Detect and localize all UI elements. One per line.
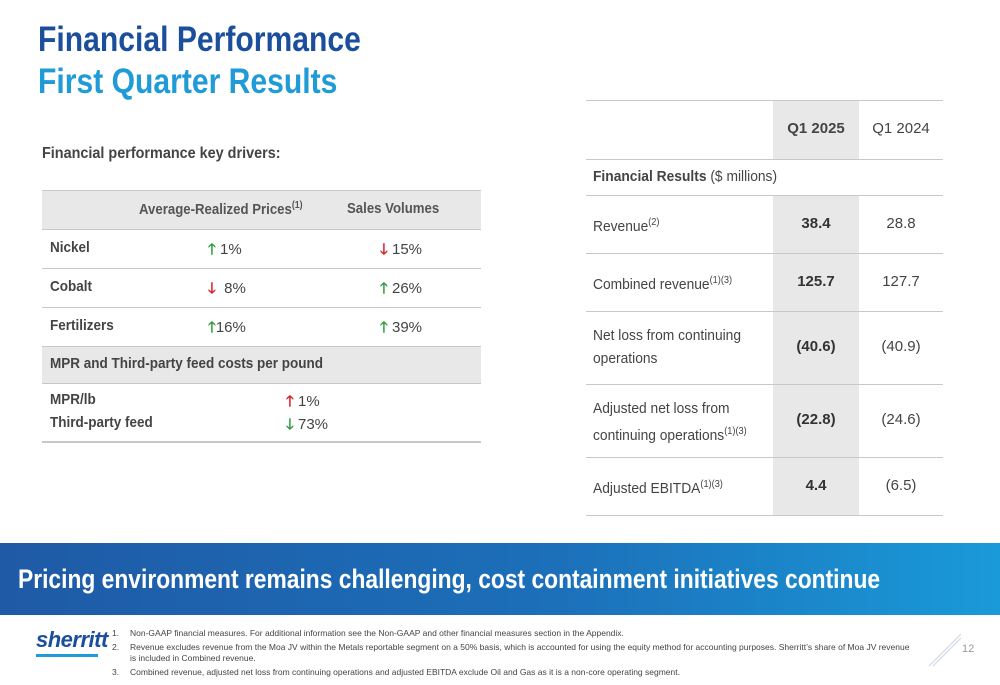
- cost-change: 🡑 1%: [286, 393, 320, 410]
- volume-change: 🡑 26%: [380, 280, 423, 297]
- drivers-table: Average-Realized Prices(1) Sales Volumes…: [42, 190, 481, 443]
- table-row: Revenue(2) 38.4 28.8: [586, 196, 943, 254]
- q1-2025-value: (40.6): [796, 338, 836, 355]
- table-row: Net loss from continuing operations (40.6…: [586, 312, 943, 385]
- table-row: Adjusted EBITDA(1)(3) 4.4 (6.5): [586, 458, 943, 516]
- q1-2024-value: 28.8: [886, 215, 916, 232]
- row-label: Net loss from continuing operations: [593, 327, 742, 367]
- arrow-down-icon: 🡓: [380, 241, 388, 258]
- volume-change: 🡑 39%: [380, 319, 423, 336]
- footnote: 2. Revenue excludes revenue from the Moa …: [112, 642, 910, 663]
- sherritt-logo: sherritt: [36, 627, 108, 652]
- row-label: Adjusted net loss from continuing operati…: [593, 400, 747, 444]
- q1-2025-value: 4.4: [805, 477, 827, 494]
- footnote: 3. Combined revenue, adjusted net loss fr…: [112, 667, 680, 677]
- price-change: 🡓 8%: [208, 280, 246, 297]
- table-row: Adjusted net loss from continuing operati…: [586, 385, 943, 458]
- q1-2025-value: (22.8): [796, 411, 836, 428]
- row-label: Revenue(2): [593, 217, 660, 235]
- row-name: Cobalt: [50, 278, 93, 295]
- price-change: 🡑16%: [208, 319, 246, 336]
- q1-2024-column-header: Q1 2024: [872, 120, 930, 137]
- arrow-up-icon: 🡑: [380, 280, 388, 297]
- volume-column-header: Sales Volumes: [347, 200, 440, 217]
- q1-2025-column-header: Q1 2025: [773, 101, 859, 159]
- results-table: Q1 2025 Q1 2024 Financial Results ($ mil…: [586, 100, 943, 516]
- page-number: 12: [962, 643, 975, 655]
- footnotes: 1. Non-GAAP financial measures. For addit…: [112, 628, 912, 681]
- row-label: Combined revenue(1)(3): [593, 275, 733, 293]
- q1-2024-value: (40.9): [881, 338, 921, 355]
- q1-2025-value: 125.7: [797, 273, 835, 290]
- banner-text: Pricing environment remains challenging,…: [18, 564, 881, 594]
- page-title: Financial Performance: [38, 20, 361, 59]
- logo-underline: [36, 654, 98, 657]
- cost-change: 🡓 73%: [286, 416, 329, 433]
- arrow-up-icon: 🡑: [380, 319, 388, 336]
- table-row: Cobalt 🡓 8% 🡑 26%: [42, 269, 481, 308]
- drivers-heading: Financial performance key drivers:: [42, 145, 281, 162]
- arrow-down-icon: 🡓: [286, 416, 294, 433]
- table-row: Nickel 🡑 1% 🡓 15%: [42, 230, 481, 269]
- page-subtitle: First Quarter Results: [38, 62, 338, 101]
- price-column-header: Average-Realized Prices(1): [139, 200, 303, 218]
- arrow-up-icon: 🡑: [208, 241, 216, 258]
- arrow-up-icon: 🡑: [286, 393, 294, 410]
- price-change: 🡑 1%: [208, 241, 242, 258]
- cost-name: Third-party feed: [50, 414, 153, 431]
- row-name: Nickel: [50, 239, 90, 256]
- row-name: Fertilizers: [50, 317, 114, 334]
- q1-2024-value: 127.7: [882, 273, 920, 290]
- costs-heading: MPR and Third-party feed costs per pound: [50, 355, 324, 372]
- q1-2024-value: (6.5): [885, 477, 917, 494]
- results-table-header: Q1 2025 Q1 2024: [586, 100, 943, 160]
- drivers-table-header: Average-Realized Prices(1) Sales Volumes: [42, 190, 481, 230]
- arrow-up-icon: 🡑: [208, 319, 216, 336]
- results-section-label: Financial Results ($ millions): [586, 160, 943, 196]
- table-row: Fertilizers 🡑16% 🡑 39%: [42, 308, 481, 347]
- decorative-slash-icon: [928, 633, 962, 667]
- volume-change: 🡓 15%: [380, 241, 423, 258]
- costs-subheader: MPR and Third-party feed costs per pound: [42, 347, 481, 384]
- arrow-down-icon: 🡓: [208, 280, 216, 297]
- q1-2025-value: 38.4: [801, 215, 831, 232]
- q1-2024-value: (24.6): [881, 411, 921, 428]
- key-message-banner: Pricing environment remains challenging,…: [0, 543, 1000, 615]
- footnote: 1. Non-GAAP financial measures. For addit…: [112, 628, 624, 638]
- cost-name: MPR/lb: [50, 391, 96, 408]
- costs-row: MPR/lb Third-party feed 🡑 1% 🡓 73%: [42, 384, 481, 443]
- row-label: Adjusted EBITDA(1)(3): [593, 479, 723, 497]
- table-row: Combined revenue(1)(3) 125.7 127.7: [586, 254, 943, 312]
